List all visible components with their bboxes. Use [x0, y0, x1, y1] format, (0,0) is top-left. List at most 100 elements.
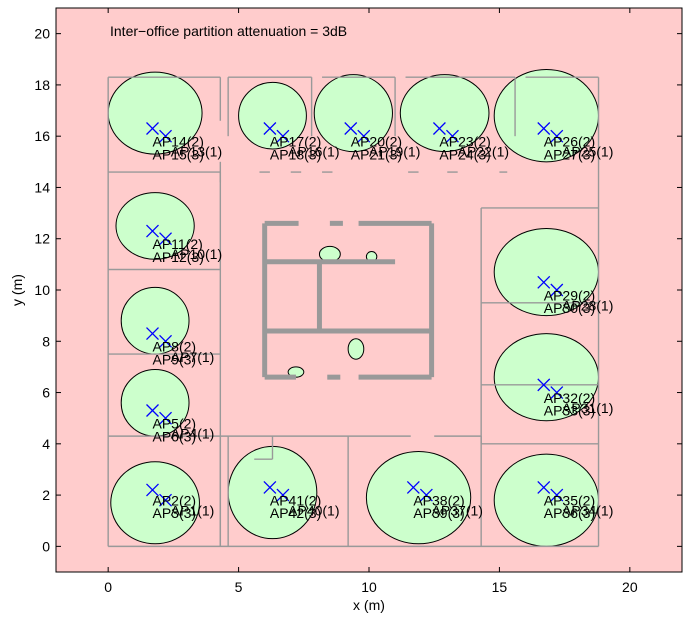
ap-label: AP23(2) — [439, 133, 490, 149]
ap-label: AP34(1) — [562, 503, 613, 519]
ap-marker — [159, 334, 173, 348]
coverage-area — [115, 192, 195, 260]
y-tick-label: 8 — [42, 333, 50, 349]
ap-marker — [537, 122, 551, 135]
y-tick-label: 2 — [42, 487, 50, 503]
ap-label: AP15(3) — [153, 146, 204, 162]
x-tick-label: 5 — [235, 579, 243, 595]
ap-marker — [550, 488, 564, 502]
coverage-area — [313, 74, 393, 153]
ap-marker — [550, 283, 564, 297]
ap-label: AP32(2) — [544, 390, 595, 406]
x-axis-label: x (m) — [353, 597, 385, 613]
ap-marker — [263, 480, 277, 494]
ap-label: AP39(3) — [413, 505, 464, 521]
ap-marker — [146, 404, 159, 417]
ap-label: AP2(2) — [153, 492, 197, 508]
ap-label: AP22(1) — [458, 144, 509, 160]
ap-marker — [406, 480, 420, 494]
ap-label: AP14(2) — [153, 133, 204, 149]
y-tick-label: 20 — [34, 26, 50, 42]
annotations-layer: AP2(2)AP1(1)AP3(3) AP5(2)AP4(1)AP6(3) AP8(… — [153, 133, 614, 521]
ap-marker — [357, 129, 371, 143]
ap-label: AP26(2) — [544, 133, 595, 149]
ap-marker — [537, 378, 551, 392]
y-tick-label: 18 — [34, 77, 50, 93]
axes-layer: 0 5 10 15 20 0 2 4 6 8 10 12 14 16 18 20 — [34, 8, 682, 595]
ap-marker — [159, 411, 173, 425]
ap-label: AP36(3) — [544, 505, 595, 521]
ap-marker — [146, 483, 159, 497]
ap-label: AP33(3) — [544, 403, 595, 419]
x-tick-label: 0 — [104, 579, 112, 595]
ap-label: AP11(2) — [153, 236, 203, 252]
y-tick-label: 0 — [42, 538, 50, 554]
ap-label: AP16(1) — [288, 144, 339, 160]
ap-label: AP7(1) — [171, 349, 215, 365]
y-tick-label: 6 — [42, 385, 50, 401]
ap-label: AP17(2) — [270, 133, 321, 149]
ap-label: AP41(2) — [270, 492, 321, 508]
ap-label: AP27(3) — [544, 146, 595, 162]
ap-marker — [146, 224, 159, 238]
ap-label: AP6(3) — [153, 428, 197, 444]
ap-marker — [537, 275, 551, 289]
ap-label: AP35(2) — [544, 492, 595, 508]
ap-label: AP21(3) — [351, 146, 402, 162]
ap-marker — [344, 122, 358, 135]
ap-label: AP38(2) — [413, 492, 464, 508]
coverage-area — [365, 451, 472, 545]
ap-label: AP8(2) — [153, 339, 197, 355]
y-axis-label: y (m) — [9, 274, 25, 306]
y-tick-label: 10 — [34, 282, 50, 298]
chart-title: Inter−office partition attenuation = 3dB — [110, 23, 347, 39]
ap-label: AP30(3) — [544, 300, 595, 316]
ap-label: AP31(1) — [562, 400, 613, 416]
ap-label: AP20(2) — [351, 133, 402, 149]
ap-label: AP24(3) — [439, 146, 490, 162]
ap-label: AP13(1) — [171, 144, 222, 160]
ap-label: AP10(1) — [171, 246, 222, 262]
ap-marker — [159, 232, 173, 246]
y-tick-label: 4 — [42, 436, 50, 452]
ap-label: AP1(1) — [171, 503, 215, 519]
ap-marker — [146, 122, 159, 135]
ap-label: AP40(1) — [288, 503, 339, 519]
ap-marker — [419, 488, 433, 502]
ap-label: AP29(2) — [544, 287, 595, 303]
ap-marker — [276, 488, 290, 502]
coverage-area — [110, 461, 200, 545]
coverage-area — [399, 74, 490, 153]
y-tick-label: 12 — [34, 231, 50, 247]
ap-marker — [159, 493, 173, 507]
ap-label: AP18(3) — [270, 146, 321, 162]
markers-layer — [146, 122, 564, 507]
coverage-area — [238, 81, 307, 150]
ap-marker — [263, 122, 277, 135]
ap-marker — [550, 386, 564, 400]
ap-marker — [446, 129, 459, 143]
ap-marker — [146, 327, 159, 341]
coverage-spot — [347, 338, 365, 360]
ap-label: AP12(3) — [153, 249, 204, 265]
ap-label: AP9(3) — [153, 351, 197, 367]
walls-layer — [107, 76, 600, 548]
coverage-layer — [107, 69, 600, 547]
x-tick-label: 15 — [492, 579, 508, 595]
x-tick-label: 20 — [622, 579, 638, 595]
ap-label: AP25(1) — [562, 144, 613, 160]
ap-label: AP28(1) — [562, 298, 613, 314]
y-tick-label: 16 — [34, 128, 50, 144]
ap-marker — [537, 480, 551, 494]
y-tick-label: 14 — [34, 179, 50, 195]
ap-label: AP42(3) — [270, 505, 321, 521]
ap-marker — [159, 129, 173, 143]
ap-label: AP5(2) — [153, 415, 197, 431]
ap-label: AP4(1) — [171, 426, 215, 442]
x-tick-label: 10 — [361, 579, 377, 595]
ap-marker — [432, 122, 446, 135]
ap-marker — [276, 129, 290, 143]
ap-marker — [550, 129, 564, 143]
